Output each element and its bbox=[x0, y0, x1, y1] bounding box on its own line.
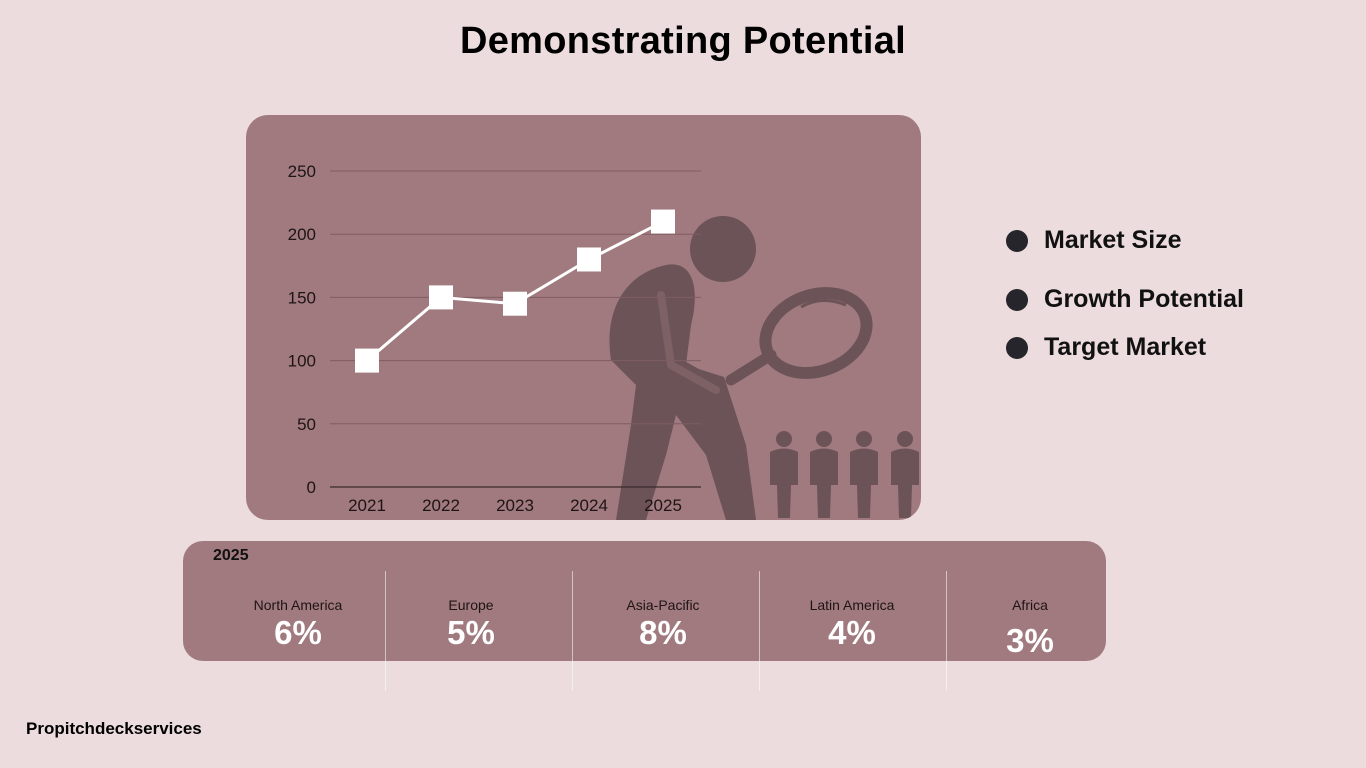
data-point-marker bbox=[429, 285, 453, 309]
y-tick-label: 100 bbox=[288, 352, 316, 371]
chart-panel: 0 50 100 150 200 250 2021 2022 2023 2024 2025 bbox=[246, 115, 921, 520]
region-value: 3% bbox=[940, 622, 1120, 660]
y-tick-label: 50 bbox=[297, 415, 316, 434]
data-point-marker bbox=[577, 247, 601, 271]
region-europe: Europe 5% bbox=[381, 597, 561, 652]
region-name: Asia-Pacific bbox=[573, 597, 753, 613]
region-asia-pacific: Asia-Pacific 8% bbox=[573, 597, 753, 652]
region-name: Latin America bbox=[762, 597, 942, 613]
region-name: North America bbox=[208, 597, 388, 613]
y-tick-label: 200 bbox=[288, 225, 316, 244]
data-point-marker bbox=[503, 292, 527, 316]
y-tick-label: 150 bbox=[288, 288, 316, 307]
legend-item-target-market: Target Market bbox=[1006, 333, 1206, 362]
legend-dot-icon bbox=[1006, 289, 1028, 311]
legend-dot-icon bbox=[1006, 230, 1028, 252]
region-value: 6% bbox=[208, 614, 388, 652]
x-tick-label: 2023 bbox=[496, 496, 534, 515]
region-north-america: North America 6% bbox=[208, 597, 388, 652]
legend-item-market-size: Market Size bbox=[1006, 226, 1182, 255]
footer-brand: Propitchdeckservices bbox=[26, 719, 202, 739]
region-value: 5% bbox=[381, 614, 561, 652]
region-value: 8% bbox=[573, 614, 753, 652]
y-tick-label: 250 bbox=[288, 162, 316, 181]
x-tick-label: 2024 bbox=[570, 496, 608, 515]
data-point-marker bbox=[355, 349, 379, 373]
line-chart: 0 50 100 150 200 250 2021 2022 2023 2024 2025 bbox=[246, 115, 921, 520]
legend-dot-icon bbox=[1006, 337, 1028, 359]
region-latin-america: Latin America 4% bbox=[762, 597, 942, 652]
y-tick-label: 0 bbox=[307, 478, 316, 497]
legend-item-growth-potential: Growth Potential bbox=[1006, 285, 1244, 314]
x-tick-label: 2021 bbox=[348, 496, 386, 515]
region-name: Africa bbox=[940, 597, 1120, 613]
data-point-marker bbox=[651, 210, 675, 234]
x-tick-label: 2025 bbox=[644, 496, 682, 515]
region-year-label: 2025 bbox=[213, 547, 249, 565]
legend-label: Target Market bbox=[1044, 333, 1206, 362]
magnifying-glass-person-icon bbox=[609, 216, 919, 520]
legend-label: Growth Potential bbox=[1044, 285, 1244, 314]
x-tick-label: 2022 bbox=[422, 496, 460, 515]
region-africa: Africa 3% bbox=[940, 597, 1120, 660]
region-name: Europe bbox=[381, 597, 561, 613]
legend-label: Market Size bbox=[1044, 226, 1182, 255]
region-divider bbox=[759, 571, 760, 691]
region-value: 4% bbox=[762, 614, 942, 652]
page-title: Demonstrating Potential bbox=[0, 20, 1366, 63]
